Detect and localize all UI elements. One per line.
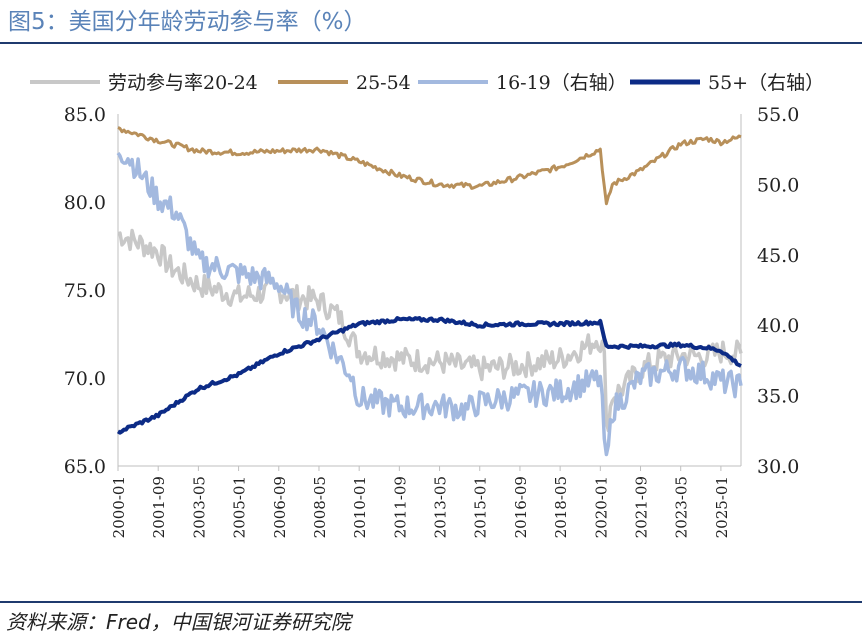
left-y-tick-label: 70.0 [64, 368, 106, 390]
legend-label-0: 劳动参与率20-24 [108, 72, 258, 94]
legend-label-1: 25-54 [356, 72, 411, 94]
source-divider [0, 601, 862, 603]
x-tick-label: 2018-05 [552, 476, 570, 538]
x-tick-label: 2023-05 [673, 476, 691, 538]
line-chart: 65.0 70.0 75.0 80.0 85.0 30.0 35.0 40.0 45.0 50.0… [30, 72, 824, 538]
right-y-tick-label: 50.0 [757, 174, 799, 196]
right-y-tick-label: 35.0 [757, 386, 799, 408]
title-divider [0, 42, 862, 44]
x-tick-label: 2000-01 [110, 476, 128, 538]
x-tick-label: 2008-05 [311, 476, 329, 538]
series-line-1 [117, 126, 742, 206]
x-tick-label: 2016-09 [512, 476, 530, 538]
left-y-tick-label: 80.0 [64, 192, 106, 214]
figure-source: 资料来源：Fred，中国银河证券研究院 [6, 610, 351, 634]
left-y-tick-label: 65.0 [64, 456, 106, 478]
x-tick-label: 2021-09 [633, 476, 651, 538]
right-y-tick-label: 55.0 [757, 104, 799, 126]
x-tick-label: 2025-01 [713, 476, 731, 538]
legend-label-2: 16-19（右轴） [496, 72, 627, 94]
right-y-tick-label: 30.0 [757, 456, 799, 478]
right-y-tick-label: 40.0 [757, 315, 799, 337]
x-tick-label: 2015-01 [472, 476, 490, 538]
x-tick-label: 2006-09 [271, 476, 289, 538]
series-line-2 [116, 152, 743, 457]
x-tick-label: 2020-01 [592, 476, 610, 538]
x-tick-label: 2011-09 [391, 476, 409, 538]
x-tick-label: 2010-01 [351, 476, 369, 538]
legend-label-3: 55+（右轴） [708, 72, 824, 94]
x-tick-label: 2003-05 [190, 476, 208, 538]
left-y-tick-label: 85.0 [64, 104, 106, 126]
x-tick-label: 2005-01 [231, 476, 249, 538]
x-tick-label: 2013-05 [432, 476, 450, 538]
series-line-3 [116, 316, 742, 435]
right-y-tick-label: 45.0 [757, 245, 799, 267]
left-y-tick-label: 75.0 [64, 280, 106, 302]
x-tick-label: 2001-09 [150, 476, 168, 538]
figure-title: 图5：美国分年龄劳动参与率（%） [8, 9, 367, 35]
series-line-0 [117, 228, 743, 433]
